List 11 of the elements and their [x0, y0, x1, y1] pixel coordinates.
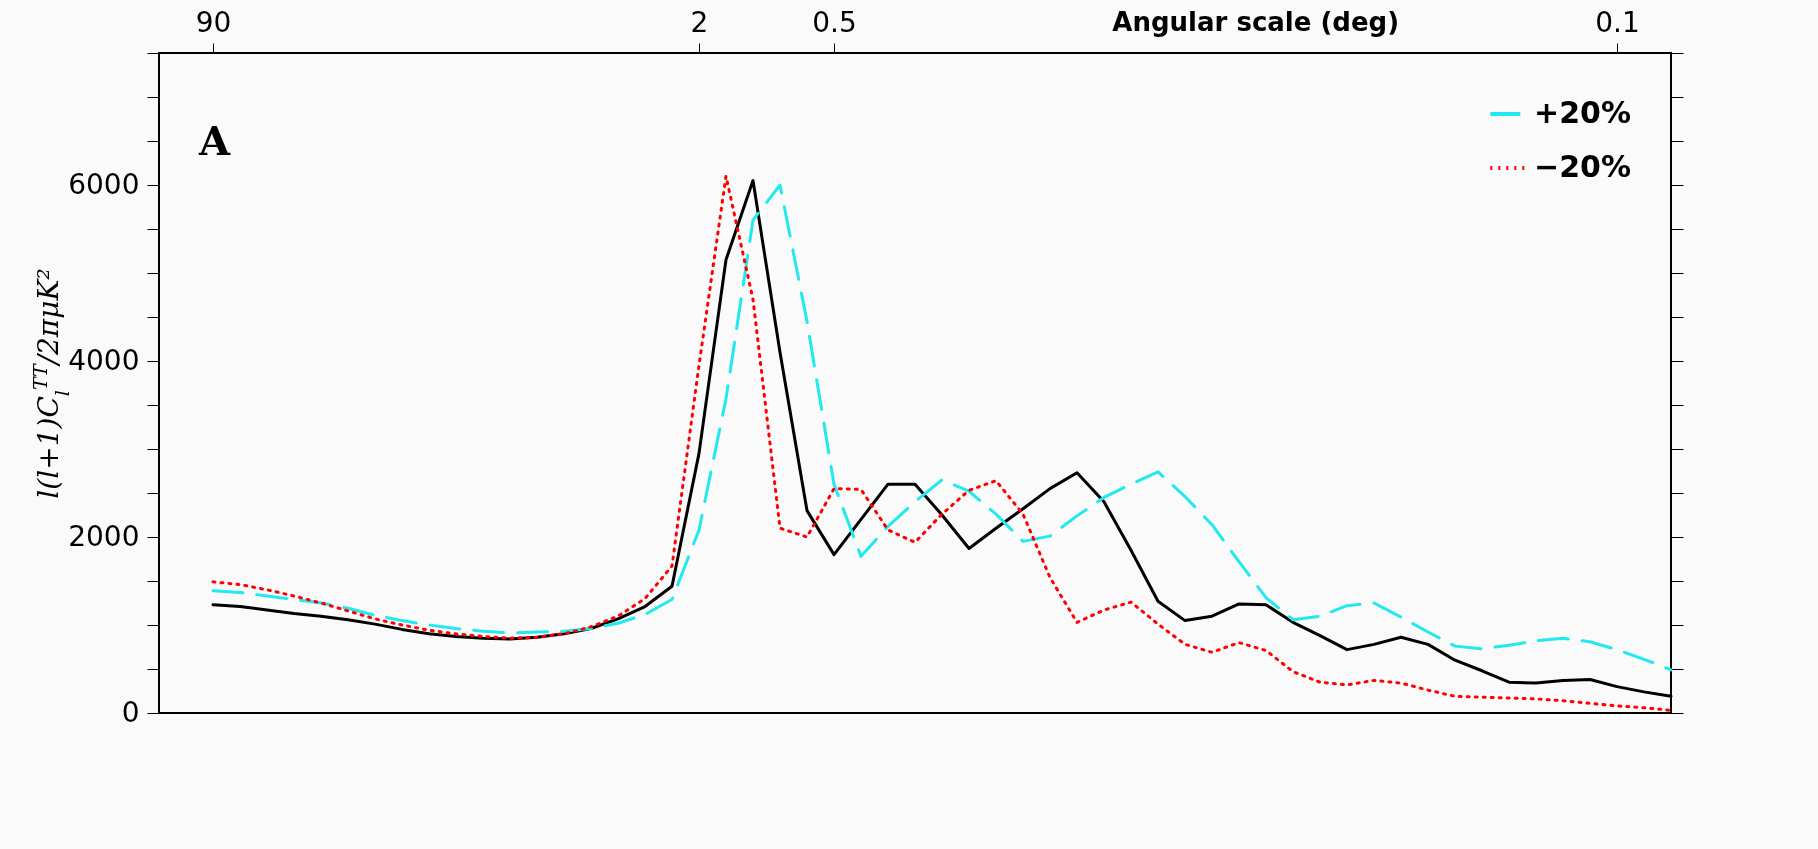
- legend-label: −20%: [1534, 149, 1631, 184]
- y-tick-label: 6000: [68, 167, 140, 201]
- legend-label: +20%: [1534, 95, 1631, 130]
- x-tick-label: 90: [195, 5, 232, 39]
- x-axis-title: Angular scale (deg): [1112, 6, 1400, 37]
- annotation: A: [198, 117, 231, 164]
- y-tick-label: 0: [121, 695, 140, 729]
- x-tick-label: 0.1: [1595, 5, 1640, 39]
- x-tick-label: 0.5: [812, 5, 857, 39]
- y-tick-label: 2000: [68, 519, 140, 553]
- x-tick-label: 2: [690, 5, 709, 39]
